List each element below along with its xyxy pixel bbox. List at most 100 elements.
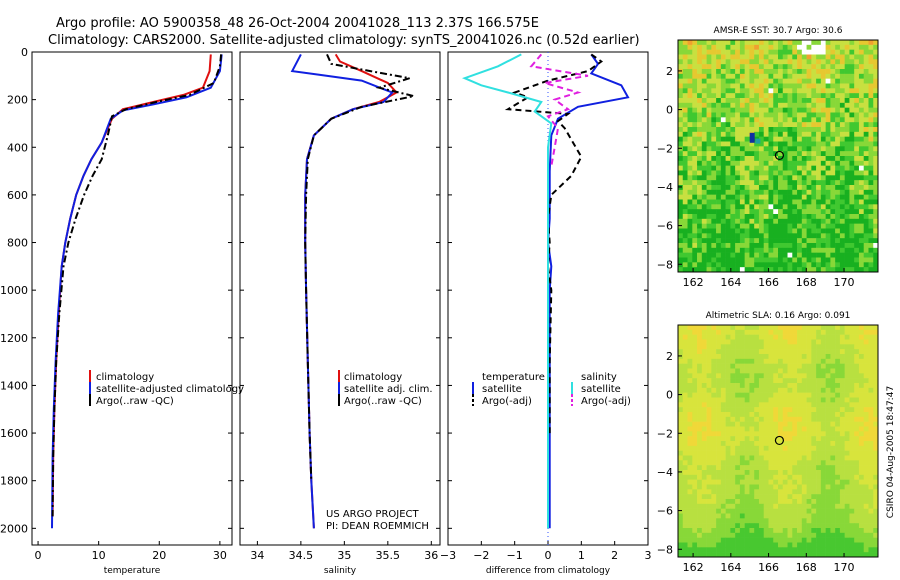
map-cell bbox=[806, 83, 812, 89]
map-cell bbox=[839, 180, 845, 186]
map-cell bbox=[787, 64, 793, 70]
map-cell bbox=[692, 228, 698, 234]
map-cell bbox=[806, 151, 812, 157]
map-cell bbox=[792, 165, 798, 171]
map-cell bbox=[720, 358, 726, 364]
map-cell bbox=[816, 146, 822, 152]
map-cell bbox=[811, 180, 817, 186]
map-cell bbox=[820, 334, 826, 340]
map-cell bbox=[716, 441, 722, 447]
map-cell bbox=[873, 484, 879, 490]
map-cell bbox=[797, 402, 803, 408]
map-cell bbox=[701, 499, 707, 505]
map-cell bbox=[763, 136, 769, 142]
map-cell bbox=[692, 93, 698, 99]
map-cell bbox=[682, 83, 688, 89]
map-cell bbox=[839, 257, 845, 263]
map-cell bbox=[758, 368, 765, 374]
map-cell bbox=[716, 402, 722, 408]
map-cell bbox=[744, 503, 750, 509]
map-cell bbox=[758, 460, 765, 466]
map-cell bbox=[792, 518, 798, 524]
map-cell bbox=[711, 214, 717, 220]
map-cell bbox=[692, 532, 698, 538]
map-cell bbox=[820, 484, 826, 490]
map-cell bbox=[716, 180, 722, 186]
map-cell bbox=[816, 436, 822, 442]
map-y-tick-label: 0 bbox=[666, 104, 673, 117]
map-cell bbox=[806, 131, 812, 137]
map-cell bbox=[720, 445, 726, 451]
map-cell bbox=[806, 532, 812, 538]
map-cell bbox=[801, 223, 807, 229]
map-cell bbox=[758, 117, 765, 123]
map-cell bbox=[768, 532, 774, 538]
map-cell bbox=[835, 407, 841, 413]
map-cell bbox=[801, 218, 807, 224]
map-cell bbox=[735, 267, 741, 273]
map-cell bbox=[744, 243, 750, 249]
map-cell bbox=[678, 151, 684, 157]
map-cell bbox=[754, 262, 760, 268]
map-cell bbox=[825, 325, 831, 331]
map-cell bbox=[797, 243, 803, 249]
map-cell bbox=[873, 460, 879, 466]
map-cell bbox=[730, 431, 736, 437]
map-cell bbox=[758, 349, 765, 355]
map-cell bbox=[849, 474, 855, 480]
map-cell bbox=[749, 64, 755, 70]
map-cell bbox=[801, 407, 807, 413]
map-cell bbox=[858, 537, 865, 543]
map-cell bbox=[768, 151, 774, 157]
map-cell bbox=[682, 228, 688, 234]
map-cell bbox=[744, 397, 750, 403]
map-cell bbox=[835, 69, 841, 75]
map-cell bbox=[701, 88, 707, 94]
map-cell bbox=[706, 199, 712, 205]
map-cell bbox=[749, 233, 755, 239]
map-cell bbox=[835, 112, 841, 118]
map-cell bbox=[687, 218, 693, 224]
map-cell bbox=[806, 450, 812, 456]
map-cell bbox=[825, 474, 831, 480]
map-cell bbox=[678, 175, 684, 181]
map-cell bbox=[863, 131, 869, 137]
map-cell bbox=[820, 470, 826, 476]
map-cell bbox=[692, 479, 698, 485]
map-cell bbox=[787, 513, 793, 519]
map-cell bbox=[797, 151, 803, 157]
map-cell bbox=[692, 156, 698, 162]
map-cell bbox=[744, 233, 750, 239]
map-cell bbox=[725, 165, 731, 171]
map-cell bbox=[754, 349, 760, 355]
map-cell bbox=[773, 189, 779, 195]
map-cell bbox=[687, 465, 693, 471]
map-cell bbox=[830, 233, 836, 239]
map-cell bbox=[739, 412, 745, 418]
map-cell bbox=[820, 460, 826, 466]
map-cell bbox=[782, 117, 788, 123]
map-cell bbox=[744, 368, 750, 374]
map-cell bbox=[844, 127, 850, 133]
map-cell bbox=[839, 151, 845, 157]
map-y-tick-label: −2 bbox=[657, 142, 673, 155]
map-cell bbox=[706, 460, 712, 466]
map-cell bbox=[778, 122, 784, 128]
map-cell bbox=[787, 247, 793, 253]
map-cell bbox=[682, 383, 688, 389]
map-cell bbox=[858, 151, 865, 157]
map-cell bbox=[792, 54, 798, 60]
map-cell bbox=[825, 450, 831, 456]
map-cell bbox=[758, 146, 765, 152]
map-cell bbox=[687, 537, 693, 543]
map-cell bbox=[758, 218, 765, 224]
map-cell bbox=[725, 44, 731, 50]
map-cell bbox=[835, 64, 841, 70]
map-cell bbox=[854, 194, 860, 200]
map-cell bbox=[692, 421, 698, 427]
map-cell bbox=[687, 383, 693, 389]
map-cell bbox=[692, 484, 698, 490]
map-cell bbox=[749, 93, 755, 99]
map-cell bbox=[811, 547, 817, 553]
map-cell bbox=[687, 329, 693, 335]
